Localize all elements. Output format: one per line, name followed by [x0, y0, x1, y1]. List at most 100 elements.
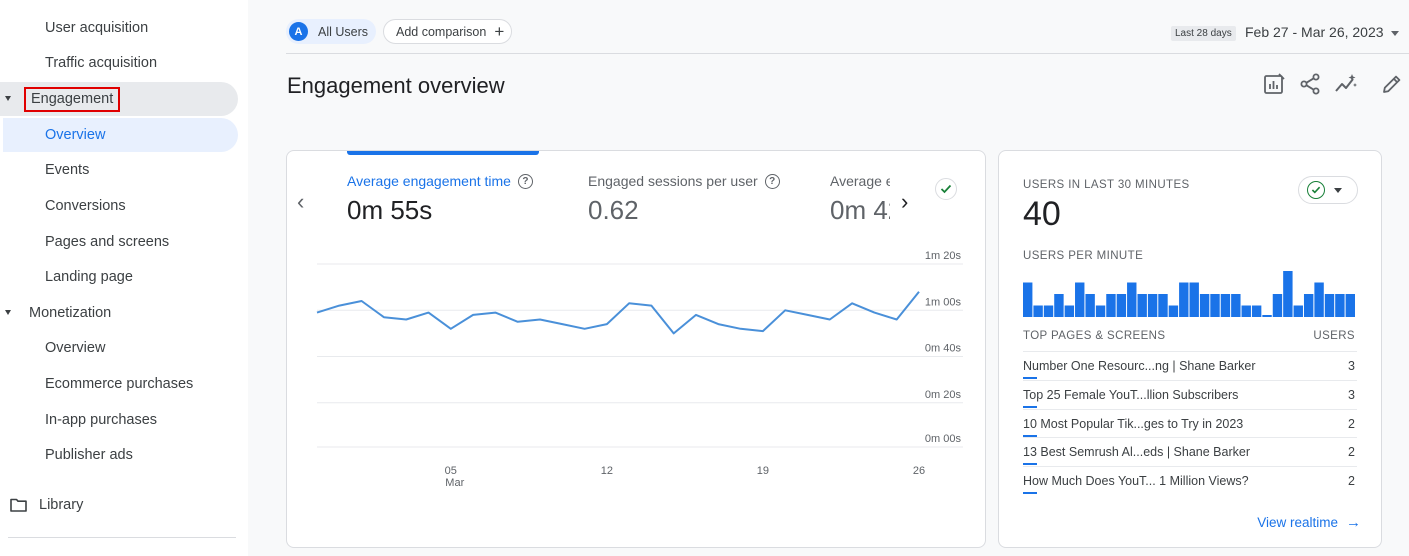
- x-tick-label: 12: [601, 465, 613, 477]
- minute-bar[interactable]: [1043, 305, 1054, 318]
- minute-bar[interactable]: [1054, 294, 1064, 317]
- minute-bar[interactable]: [1147, 294, 1158, 317]
- view-realtime-link[interactable]: View realtime →: [1257, 514, 1361, 531]
- top-page-row[interactable]: Top 25 Female YouT...llion Subscribers 3: [1023, 380, 1357, 409]
- minute-bar[interactable]: [1075, 282, 1085, 318]
- sidebar-item-label: Monetization: [29, 305, 112, 321]
- page-name: Number One Resourc...ng | Shane Barker: [1023, 359, 1256, 373]
- minute-bar[interactable]: [1137, 294, 1147, 317]
- metric-value: 0m 42s: [830, 195, 890, 225]
- minute-bar[interactable]: [1335, 294, 1345, 317]
- sidebar-item-label: Traffic acquisition: [45, 55, 158, 71]
- sidebar-item-publisher-ads[interactable]: Publisher ads: [0, 438, 238, 472]
- sidebar-item-pages-and-screens[interactable]: Pages and screens: [0, 225, 238, 259]
- sidebar-item-engagement[interactable]: Engagement: [0, 82, 238, 116]
- chevron-left-icon[interactable]: ‹: [297, 189, 305, 214]
- segment-chip-all-users[interactable]: A All Users: [286, 19, 376, 44]
- realtime-status-dropdown[interactable]: [1298, 176, 1358, 204]
- minute-bar[interactable]: [1251, 305, 1262, 318]
- metric-tab-engaged-sessions-per-user[interactable]: Engaged sessions per user? 0.62: [588, 173, 780, 226]
- top-page-row[interactable]: Number One Resourc...ng | Shane Barker 3: [1023, 351, 1357, 380]
- minute-bar[interactable]: [1324, 294, 1335, 317]
- sidebar-item-user-acquisition[interactable]: User acquisition: [0, 11, 238, 45]
- minute-bar[interactable]: [1241, 305, 1251, 318]
- sidebar-item-monetization-overview[interactable]: Overview: [0, 331, 238, 365]
- caret-down-icon: [1334, 187, 1342, 193]
- top-pages-label: TOP PAGES & SCREENS: [1023, 330, 1166, 342]
- series-line: [316, 291, 920, 335]
- minute-bar[interactable]: [1179, 282, 1189, 318]
- sidebar-item-label: Conversions: [45, 198, 126, 214]
- sidebar-item-traffic-acquisition[interactable]: Traffic acquisition: [0, 46, 238, 80]
- sidebar-item-conversions[interactable]: Conversions: [0, 189, 238, 223]
- sidebar-item-engagement-overview[interactable]: Overview: [3, 118, 238, 152]
- help-icon[interactable]: ?: [517, 173, 533, 189]
- segment-label: All Users: [318, 24, 369, 39]
- minute-bar[interactable]: [1345, 294, 1355, 317]
- sidebar-item-label: Events: [45, 162, 90, 178]
- minute-bar[interactable]: [1127, 282, 1137, 318]
- minute-bar[interactable]: [1023, 282, 1033, 318]
- sidebar-item-in-app-purchases[interactable]: In-app purchases: [0, 403, 238, 437]
- metric-tab-average-engagement-per-session[interactable]: Average engagement time per session 0m 4…: [830, 173, 890, 226]
- minute-bar[interactable]: [1231, 294, 1241, 317]
- minute-bar[interactable]: [1116, 294, 1127, 317]
- folder-icon: [10, 498, 27, 512]
- share-icon[interactable]: [1298, 72, 1322, 96]
- sidebar-item-landing-page[interactable]: Landing page: [0, 260, 238, 294]
- minute-bar[interactable]: [1210, 294, 1220, 317]
- chevron-right-icon[interactable]: ›: [901, 189, 909, 214]
- insights-icon[interactable]: [1334, 72, 1358, 96]
- minute-bar[interactable]: [1106, 294, 1116, 317]
- page-name: Top 25 Female YouT...llion Subscribers: [1023, 388, 1239, 402]
- check-icon: [1307, 181, 1325, 199]
- add-comparison-button[interactable]: Add comparison +: [383, 19, 512, 44]
- minute-bar[interactable]: [1262, 315, 1272, 317]
- top-page-row[interactable]: 13 Best Semrush Al...eds | Shane Barker …: [1023, 437, 1357, 466]
- active-tab-indicator: [347, 151, 539, 155]
- edit-pencil-icon[interactable]: [1380, 72, 1404, 96]
- x-tick-label: 26: [913, 465, 925, 477]
- date-range-picker[interactable]: Feb 27 - Mar 26, 2023: [1245, 24, 1384, 40]
- minute-bar[interactable]: [1283, 271, 1293, 317]
- help-icon[interactable]: ?: [764, 173, 780, 189]
- minute-bar[interactable]: [1168, 305, 1179, 318]
- sidebar-item-library[interactable]: Library: [10, 492, 210, 518]
- page-users: 3: [1348, 388, 1355, 402]
- metric-tab-average-engagement-time[interactable]: Average engagement time? 0m 55s: [347, 173, 533, 226]
- customize-report-icon[interactable]: [1262, 72, 1286, 96]
- page-users: 2: [1348, 445, 1355, 459]
- x-tick-month-label: Mar: [445, 477, 464, 489]
- top-page-row[interactable]: 10 Most Popular Tik...ges to Try in 2023…: [1023, 409, 1357, 438]
- page-name: How Much Does YouT... 1 Million Views?: [1023, 474, 1249, 488]
- minute-bar[interactable]: [1293, 305, 1303, 318]
- minute-bar[interactable]: [1272, 294, 1283, 317]
- minute-bar[interactable]: [1158, 294, 1168, 317]
- arrow-right-icon: →: [1346, 514, 1361, 531]
- minute-bar[interactable]: [1064, 305, 1075, 318]
- minute-bar[interactable]: [1189, 282, 1199, 318]
- page-name: 13 Best Semrush Al...eds | Shane Barker: [1023, 445, 1250, 459]
- row-indicator: [1023, 377, 1037, 379]
- sidebar-item-ecommerce-purchases[interactable]: Ecommerce purchases: [0, 367, 238, 401]
- sidebar-item-label: In-app purchases: [45, 412, 158, 428]
- minute-bar[interactable]: [1095, 305, 1106, 318]
- metric-label: Average engagement time: [347, 173, 511, 189]
- minute-bar[interactable]: [1033, 305, 1043, 318]
- sidebar-item-monetization[interactable]: Monetization: [0, 296, 238, 330]
- minute-bar[interactable]: [1314, 282, 1324, 318]
- caret-down-icon[interactable]: [1391, 31, 1399, 36]
- minute-bar[interactable]: [1085, 294, 1095, 317]
- sidebar-item-label: Publisher ads: [45, 447, 133, 463]
- sidebar-item-events[interactable]: Events: [0, 153, 238, 187]
- top-page-row[interactable]: How Much Does YouT... 1 Million Views? 2: [1023, 466, 1357, 495]
- y-tick-label: 1m 20s: [925, 250, 962, 262]
- sidebar-item-label: Library: [39, 497, 84, 513]
- minute-bar[interactable]: [1199, 294, 1210, 317]
- view-realtime-label: View realtime: [1257, 515, 1338, 530]
- metric-label: Engaged sessions per user: [588, 173, 758, 189]
- data-quality-check-icon[interactable]: [935, 178, 957, 200]
- minute-bar[interactable]: [1220, 294, 1231, 317]
- minute-bar[interactable]: [1303, 294, 1314, 317]
